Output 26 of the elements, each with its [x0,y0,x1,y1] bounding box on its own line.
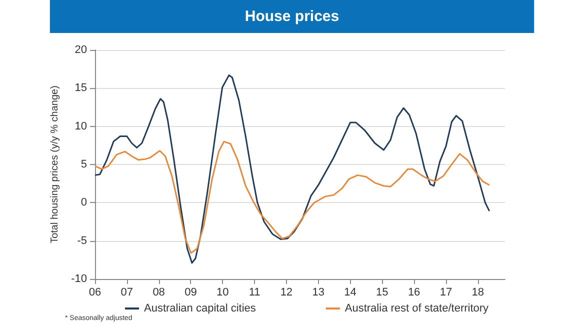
legend-label: Australia rest of state/territory [344,302,490,314]
x-tick-label: 09 [184,286,197,298]
y-tick-label: 10 [74,120,87,132]
y-axis-title: Total housing prices (y/y % change) [50,86,61,244]
x-tick-label: 10 [216,286,229,298]
y-tick-label: 0 [80,196,87,209]
y-tick-label: -10 [71,273,87,285]
x-tick-label: 13 [312,286,324,298]
y-tick-label: 5 [80,158,87,170]
x-tick-label: 07 [120,286,134,298]
chart-title: House prices [244,8,340,25]
x-tick-label: 15 [376,286,388,298]
legend-label: Australian capital cities [144,302,256,314]
line-series [94,140,490,254]
x-tick-label: 16 [408,286,420,298]
x-tick-label: 17 [440,286,452,298]
x-tick-label: 12 [280,286,293,298]
x-tick-label: 06 [88,286,102,298]
x-tick-label: 08 [152,286,165,298]
y-tick-label: 20 [74,44,87,56]
x-tick-label: 18 [472,286,484,298]
x-tick-label: 14 [344,286,356,298]
x-tick-label: 11 [248,286,260,298]
line-series [94,74,490,264]
y-tick-label: 15 [74,82,87,94]
y-tick-label: -5 [77,234,87,247]
